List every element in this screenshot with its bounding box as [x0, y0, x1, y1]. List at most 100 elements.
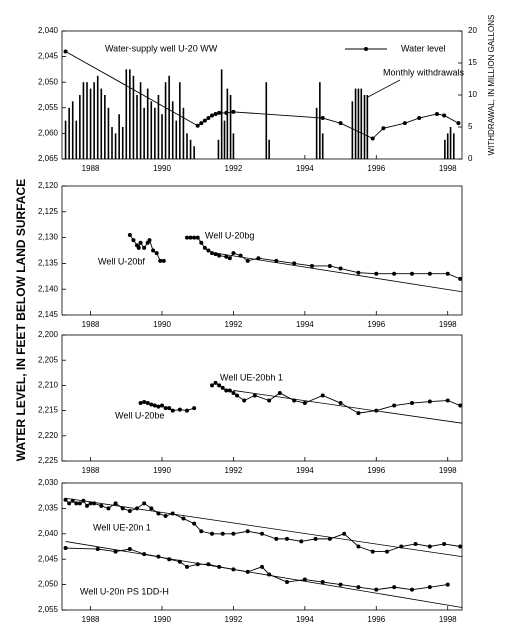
y-tick-label: 2,055: [38, 103, 59, 112]
series-label: Monthly withdrawals: [383, 67, 465, 77]
withdrawal-bar: [315, 107, 318, 159]
y-tick-label: 2,065: [38, 154, 59, 163]
series-point: [210, 251, 214, 256]
y-tick-label: 2,215: [38, 406, 59, 415]
series-point: [185, 408, 189, 413]
series-point: [231, 567, 236, 572]
withdrawal-bar: [129, 69, 131, 159]
x-tick-label: 1998: [439, 466, 457, 475]
y-tick-label: 2,055: [38, 605, 59, 614]
series-point: [374, 408, 379, 413]
withdrawal-bar: [354, 88, 357, 159]
withdrawal-bar: [136, 95, 138, 159]
series-point: [217, 253, 222, 258]
x-tick-label: 1988: [82, 320, 100, 329]
chart-title: Water-supply well U-20 WW: [105, 43, 218, 53]
series-point: [161, 258, 166, 263]
series-point: [195, 562, 200, 567]
y-tick-label: 2,050: [38, 580, 59, 589]
withdrawal-bar: [171, 101, 174, 159]
withdrawal-bar: [79, 95, 81, 159]
trend-line: [65, 497, 463, 558]
series-point: [245, 569, 250, 574]
x-tick-label: 1994: [296, 466, 314, 475]
withdrawal-bar: [104, 95, 106, 159]
withdrawal-bar: [71, 101, 74, 159]
y2-tick-label: 20: [468, 26, 477, 35]
series-point: [231, 531, 236, 536]
y-tick-label: 2,040: [38, 529, 59, 538]
x-tick-label: 1992: [225, 320, 243, 329]
withdrawal-bar: [146, 88, 149, 159]
y-tick-label: 2,145: [38, 310, 59, 319]
series-point: [227, 388, 232, 393]
series-point: [442, 113, 447, 118]
series-point: [199, 121, 204, 126]
series-label: Well UE-20bh 1: [220, 372, 283, 382]
withdrawal-bar: [217, 139, 220, 159]
series-point: [135, 506, 139, 511]
withdrawal-bar: [357, 88, 360, 159]
series-point: [277, 390, 282, 395]
series-point: [120, 506, 125, 511]
withdrawal-bar: [139, 82, 142, 159]
series-point: [156, 404, 161, 409]
x-tick-label: 1988: [82, 615, 100, 624]
series-point: [442, 541, 447, 546]
withdrawal-bar: [193, 146, 195, 159]
series-point: [142, 245, 147, 250]
withdrawal-bar: [363, 95, 366, 159]
series-point: [445, 398, 450, 403]
series-point: [202, 245, 207, 250]
x-tick-label: 1990: [153, 615, 171, 624]
series-point: [267, 398, 272, 403]
x-tick-label: 1994: [296, 615, 314, 624]
withdrawal-bar: [449, 127, 452, 159]
series-point: [260, 531, 264, 536]
y-tick-label: 2,135: [38, 259, 59, 268]
series-point: [127, 508, 132, 513]
series-point: [142, 400, 147, 405]
series-point: [427, 399, 432, 404]
y-tick-label: 2,130: [38, 233, 59, 242]
series-point: [320, 116, 325, 121]
series-point: [113, 549, 118, 554]
series-point: [410, 271, 414, 276]
withdrawal-bar: [223, 120, 226, 159]
series-point: [231, 109, 236, 114]
series-point: [256, 256, 261, 261]
series-point: [245, 529, 250, 534]
series-point: [154, 251, 159, 256]
withdrawal-bar: [179, 82, 181, 159]
series-point: [63, 497, 68, 502]
y-tick-label: 2,120: [38, 181, 59, 190]
series-point: [274, 536, 279, 541]
y-tick-label: 2,205: [38, 355, 59, 364]
y2-tick-label: 10: [468, 90, 477, 99]
series-point: [274, 258, 279, 263]
series-point: [231, 390, 236, 395]
series-point: [85, 503, 89, 508]
withdrawal-bar: [150, 101, 153, 159]
withdrawal-bar: [186, 133, 188, 159]
series-point: [192, 521, 197, 526]
series-point: [106, 506, 111, 511]
series-point: [156, 554, 161, 559]
series-point: [160, 403, 164, 408]
withdrawal-bar: [143, 107, 145, 159]
series-point: [220, 385, 225, 390]
series-point: [163, 406, 168, 411]
series-point: [299, 539, 304, 544]
series-point: [149, 506, 154, 511]
series-point: [224, 254, 229, 259]
withdrawal-bar: [132, 75, 135, 159]
y2-axis-label: WITHDRAWAL, IN MILLION GALLONS: [487, 15, 496, 156]
series-point: [238, 253, 243, 258]
series-point: [63, 546, 68, 551]
series-point: [113, 501, 118, 506]
series-point: [410, 401, 414, 406]
withdrawal-bar: [189, 139, 192, 159]
series-point: [356, 270, 361, 275]
withdrawal-bar: [121, 127, 124, 159]
